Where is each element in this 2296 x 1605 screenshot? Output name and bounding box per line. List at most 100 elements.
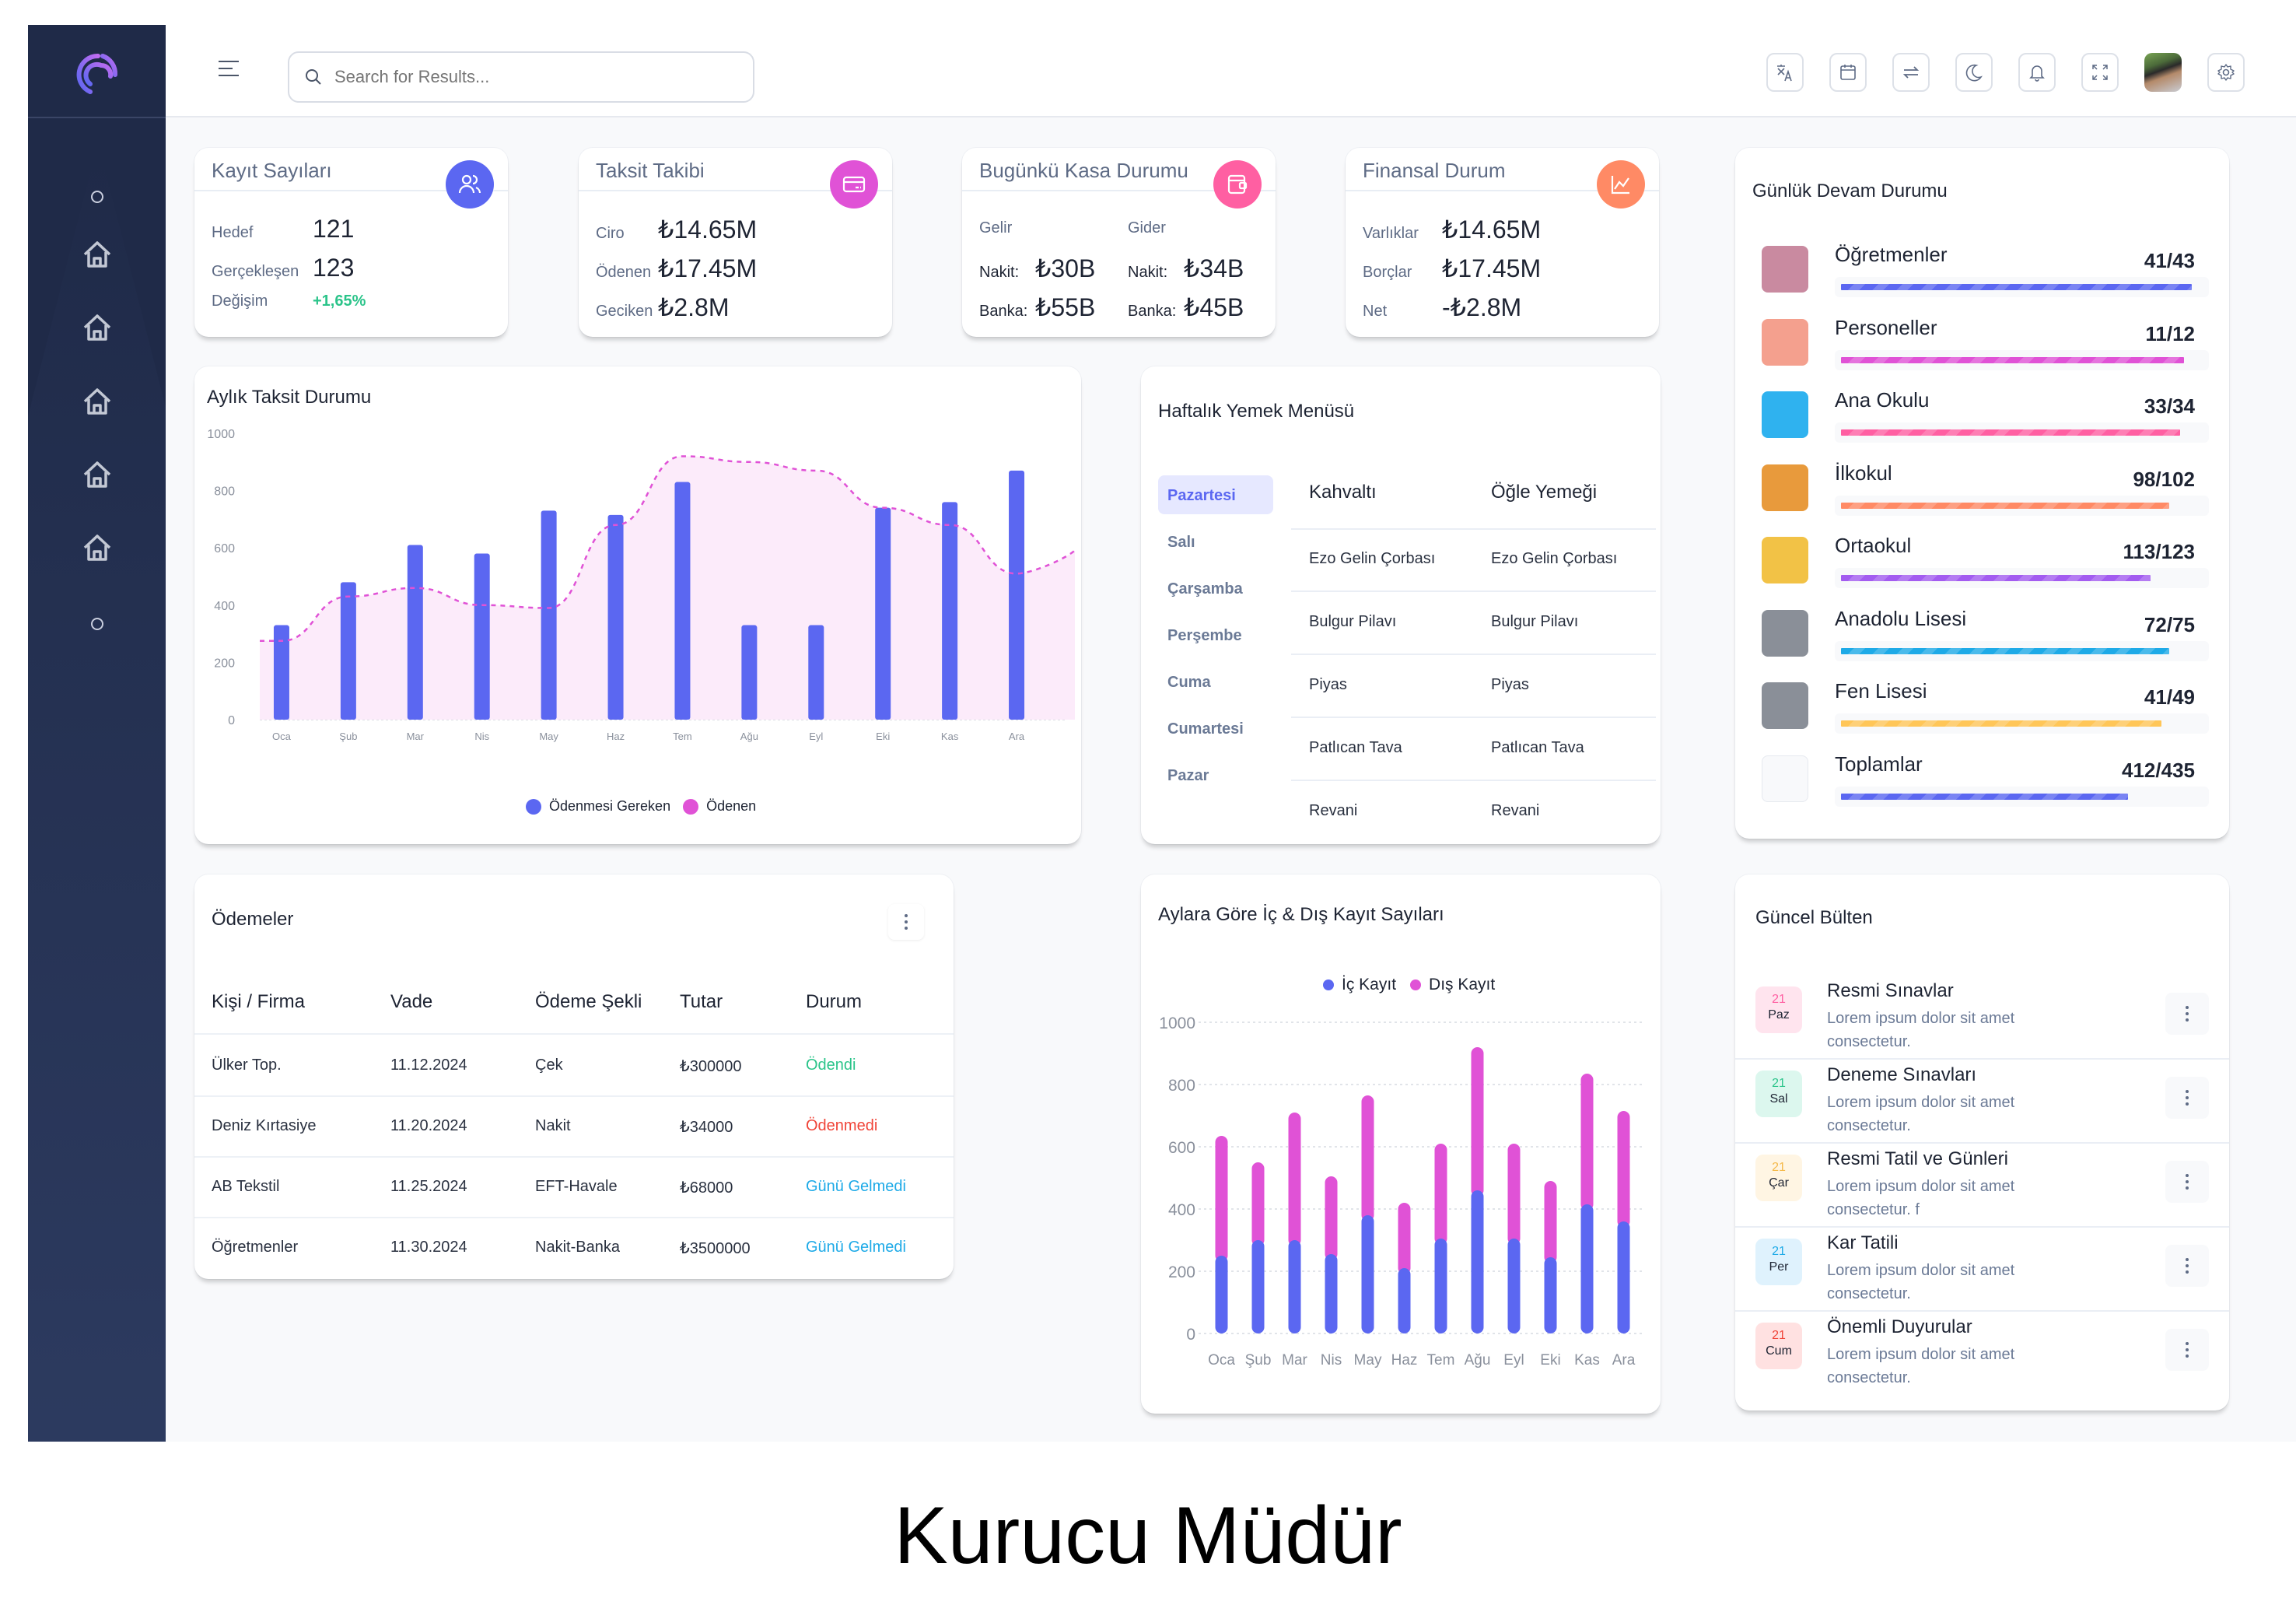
legend-label[interactable]: İç Kayıt [1342,976,1397,993]
calendar-button[interactable] [1829,53,1867,92]
bar-segment[interactable] [1580,1074,1594,1211]
attendance-row: Öğretmenler 41/43 [1762,243,2209,319]
attendance-label: Fen Lisesi [1835,679,1927,703]
user-avatar[interactable] [2144,53,2182,92]
progress-fill [1841,429,2181,436]
bar-segment[interactable] [1215,1256,1228,1333]
bar-segment[interactable] [1361,1215,1374,1333]
bar-segment[interactable] [1361,1095,1374,1221]
bulletin-item[interactable]: 21 Paz Resmi Sınavlar Lorem ipsum dolor sit… [1735,976,2229,1060]
date-weekday: Per [1769,1260,1789,1274]
bar[interactable] [607,514,624,720]
column-header[interactable]: Kişi / Firma [212,991,305,1012]
table-cell: 11.20.2024 [390,1117,467,1134]
notifications-button[interactable] [2018,53,2056,92]
attendance-count: 41/49 [2144,685,2195,709]
legend-label[interactable]: Dış Kayıt [1429,976,1496,993]
switch-button[interactable] [1892,53,1930,92]
card-title: Aylık Taksit Durumu [207,387,372,408]
bulletin-item[interactable]: 21 Sal Deneme Sınavları Lorem ipsum dolor s… [1735,1060,2229,1144]
legend-label[interactable]: Ödenmesi Gereken [549,798,671,814]
settings-button[interactable] [2207,53,2245,92]
column-header[interactable]: Durum [806,991,863,1012]
menu-toggle-button[interactable] [219,61,239,79]
search-input[interactable] [334,67,723,87]
language-button[interactable] [1766,53,1804,92]
menu-cell: Piyas [1309,676,1347,693]
bulletin-more-button[interactable] [2165,993,2209,1035]
bar-segment[interactable] [1398,1268,1411,1333]
bar-segment[interactable] [1507,1144,1521,1245]
bulletin-item[interactable]: 21 Per Kar Tatili Lorem ipsum dolor sit ame… [1735,1228,2229,1312]
bulletin-more-button[interactable] [2165,1329,2209,1371]
bar-segment[interactable] [1215,1136,1228,1262]
sidebar-item-1[interactable] [73,173,121,221]
bar-segment[interactable] [1617,1111,1630,1228]
svg-text:0: 0 [228,714,235,727]
bar[interactable] [273,625,289,720]
column-header[interactable]: Tutar [680,991,723,1012]
bar[interactable] [474,553,490,720]
bar[interactable] [674,482,691,720]
bar[interactable] [541,510,557,720]
bar[interactable] [741,625,758,720]
bar-segment[interactable] [1580,1204,1594,1333]
logo-icon [76,53,118,94]
bar[interactable] [407,545,423,720]
date-badge: 21 Paz [1755,986,1802,1033]
dark-mode-button[interactable] [1955,53,1993,92]
sidebar-item-home-4[interactable] [73,450,121,499]
date-weekday: Çar [1769,1176,1789,1190]
menu-day-tab[interactable]: Cumartesi [1167,720,1244,738]
bar-segment[interactable] [1325,1254,1338,1333]
bar-segment[interactable] [1544,1257,1557,1333]
sidebar [28,25,166,1442]
bar[interactable] [875,507,891,720]
bar-segment[interactable] [1398,1203,1411,1274]
bar-segment[interactable] [1288,1113,1301,1246]
menu-day-tab[interactable]: Pazartesi [1158,475,1273,514]
bulletin-more-button[interactable] [2165,1245,2209,1287]
menu-day-tab[interactable]: Çarşamba [1167,580,1243,597]
sidebar-item-home-3[interactable] [73,377,121,426]
column-header[interactable]: Vade [390,991,433,1012]
bar[interactable] [808,625,824,720]
bar-segment[interactable] [1288,1240,1301,1333]
sidebar-item-home-2[interactable] [73,303,121,352]
bar-segment[interactable] [1617,1221,1630,1333]
sidebar-item-7[interactable] [73,600,121,648]
search-box[interactable] [288,51,754,103]
bar-segment[interactable] [1251,1162,1265,1246]
bar-segment[interactable] [1544,1181,1557,1263]
divider [1346,190,1659,191]
payments-more-button[interactable] [888,904,924,940]
fullscreen-button[interactable] [2081,53,2119,92]
bar-segment[interactable] [1251,1240,1265,1333]
sidebar-item-home-1[interactable] [73,230,121,279]
bar[interactable] [1009,470,1025,720]
menu-day-tab[interactable]: Pazar [1167,767,1209,784]
stat-row: Banka: ₺45B [1128,293,1244,322]
menu-day-tab[interactable]: Cuma [1167,674,1211,691]
bulletin-item[interactable]: 21 Cum Önemli Duyurular Lorem ipsum dolor s… [1735,1312,2229,1396]
menu-day-tab[interactable]: Salı [1167,534,1195,551]
bulletin-item[interactable]: 21 Çar Resmi Tatil ve Günleri Lorem ipsum d… [1735,1144,2229,1228]
bar-segment[interactable] [1507,1239,1521,1333]
sidebar-item-home-5[interactable] [73,524,121,572]
bulletin-more-button[interactable] [2165,1161,2209,1203]
column-header[interactable]: Ödeme Şekli [535,991,642,1012]
stat-value: ₺17.45M [658,254,758,282]
progress-fill [1841,502,2169,509]
legend-label[interactable]: Ödenen [706,798,757,814]
bar-segment[interactable] [1434,1144,1447,1245]
bar[interactable] [942,502,958,720]
bar-segment[interactable] [1471,1047,1484,1197]
attendance-row: Ortaokul 113/123 [1762,534,2209,610]
menu-day-tab[interactable]: Perşembe [1167,627,1242,644]
bar-segment[interactable] [1434,1239,1447,1333]
bar-segment[interactable] [1325,1176,1338,1260]
bar[interactable] [340,582,356,720]
progress-track [1835,786,2209,807]
bar-segment[interactable] [1471,1190,1484,1333]
bulletin-more-button[interactable] [2165,1077,2209,1119]
